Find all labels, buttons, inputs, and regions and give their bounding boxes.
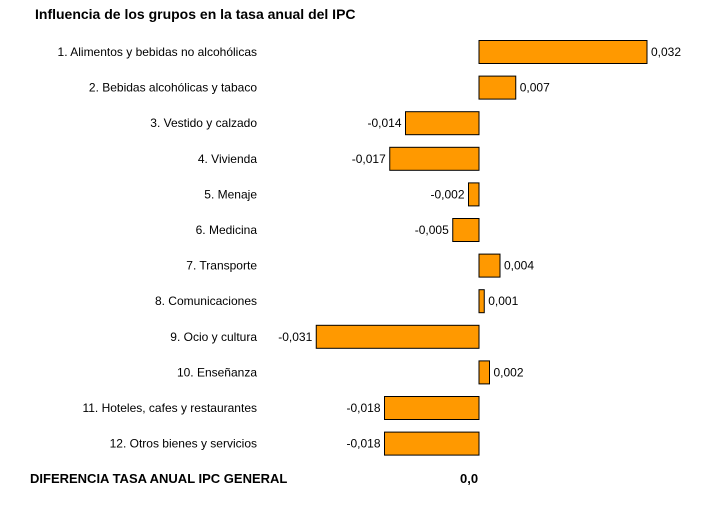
category-label: 3. Vestido y calzado [150, 116, 257, 130]
category-label: 6. Medicina [196, 223, 258, 237]
category-label: 10. Enseñanza [177, 365, 257, 379]
bars-group: 1. Alimentos y bebidas no alcohólicas 0,0… [58, 40, 681, 456]
footer-label: DIFERENCIA TASA ANUAL IPC GENERAL [30, 471, 287, 486]
category-label: 11. Hoteles, cafes y restaurantes [82, 401, 257, 415]
value-label: 0,007 [520, 81, 550, 95]
category-label: 12. Otros bienes y servicios [110, 437, 257, 451]
bar [478, 40, 648, 64]
value-label: -0,002 [430, 187, 464, 201]
category-label: 7. Transporte [186, 259, 257, 273]
bar [478, 75, 517, 100]
bar [405, 111, 480, 136]
chart-title: Influencia de los grupos en la tasa anua… [35, 6, 356, 22]
bar [315, 324, 480, 349]
category-label: 4. Vivienda [198, 152, 257, 166]
bar [384, 396, 480, 420]
value-label: -0,031 [278, 330, 312, 344]
category-label: 1. Alimentos y bebidas no alcohólicas [58, 45, 257, 59]
value-label: 0,032 [651, 45, 681, 59]
category-label: 8. Comunicaciones [155, 294, 257, 308]
value-label: 0,004 [504, 259, 534, 273]
category-label: 9. Ocio y cultura [170, 330, 257, 344]
bar [478, 253, 501, 278]
value-label: -0,018 [346, 401, 380, 415]
value-label: -0,014 [367, 116, 401, 130]
value-label: 0,002 [494, 365, 524, 379]
bar [389, 146, 480, 171]
value-label: -0,005 [415, 223, 449, 237]
bar [452, 218, 480, 242]
category-label: 5. Menaje [204, 187, 257, 201]
value-label: -0,017 [352, 152, 386, 166]
bar [478, 360, 490, 385]
category-label: 2. Bebidas alcohólicas y tabaco [89, 81, 257, 95]
bar [478, 289, 485, 314]
footer-value: 0,0 [460, 471, 478, 486]
bar [468, 182, 480, 207]
value-label: -0,018 [346, 437, 380, 451]
bar [384, 431, 480, 456]
value-label: 0,001 [488, 294, 518, 308]
